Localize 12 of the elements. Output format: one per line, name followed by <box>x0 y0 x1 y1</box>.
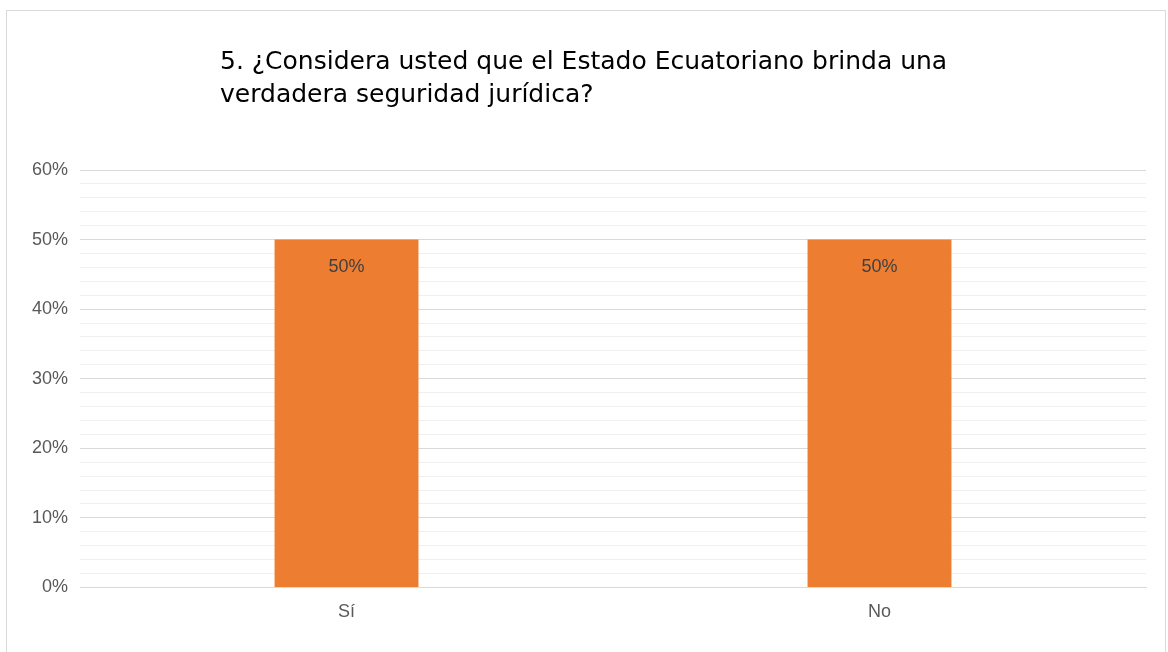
x-tick-label: No <box>868 601 892 622</box>
y-tick-label: 50% <box>32 228 69 249</box>
y-tick-label: 40% <box>32 298 69 319</box>
y-tick-label: 10% <box>32 506 69 527</box>
data-label: 50% <box>328 255 365 276</box>
x-tick-label: Sí <box>338 601 356 622</box>
chart-title: 5. ¿Considera usted que el Estado Ecuatoriano brinda una verdadera seguridad jurídica? <box>220 45 949 110</box>
data-label: 50% <box>861 255 898 276</box>
y-tick-label: 60% <box>32 158 69 179</box>
y-tick-label: 30% <box>32 367 69 388</box>
y-tick-label: 0% <box>42 576 69 597</box>
y-tick-label: 20% <box>32 437 69 458</box>
